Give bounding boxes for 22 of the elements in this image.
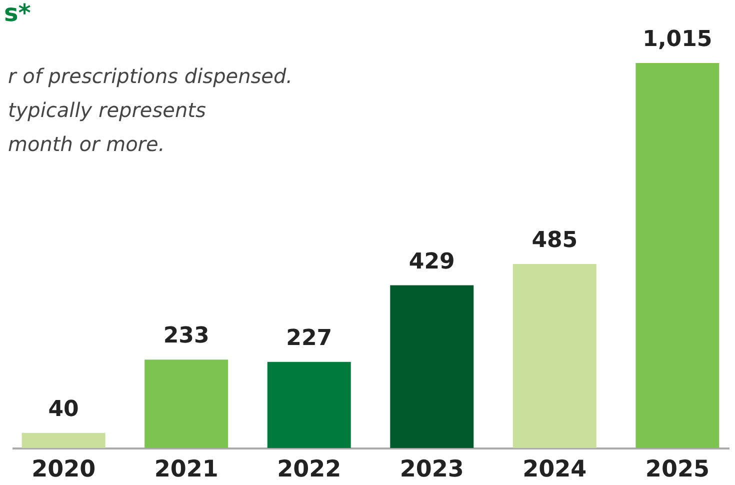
bar xyxy=(390,285,474,448)
data-label: 429 xyxy=(408,249,455,274)
annotation: r of prescriptions dispensed. xyxy=(8,64,293,88)
bar xyxy=(144,360,228,448)
x-tick-label: 2020 xyxy=(32,456,96,482)
x-tick-label: 2023 xyxy=(400,456,464,482)
annotation: month or more. xyxy=(8,132,165,156)
x-tick-label: 2021 xyxy=(154,456,218,482)
x-tick-label: 2024 xyxy=(522,456,587,482)
bar xyxy=(512,264,596,448)
bar xyxy=(267,362,351,448)
x-tick-label: 2025 xyxy=(645,456,710,482)
data-label: 1,015 xyxy=(642,27,712,52)
data-label: 227 xyxy=(286,326,332,351)
data-label: 485 xyxy=(532,228,578,254)
x-tick-label: 2022 xyxy=(277,456,342,482)
chart-title: s* xyxy=(4,0,32,27)
bar xyxy=(22,432,106,448)
data-label: 233 xyxy=(163,324,210,349)
bar xyxy=(636,63,720,448)
data-label: 40 xyxy=(48,396,79,422)
annotation: typically represents xyxy=(8,98,206,122)
